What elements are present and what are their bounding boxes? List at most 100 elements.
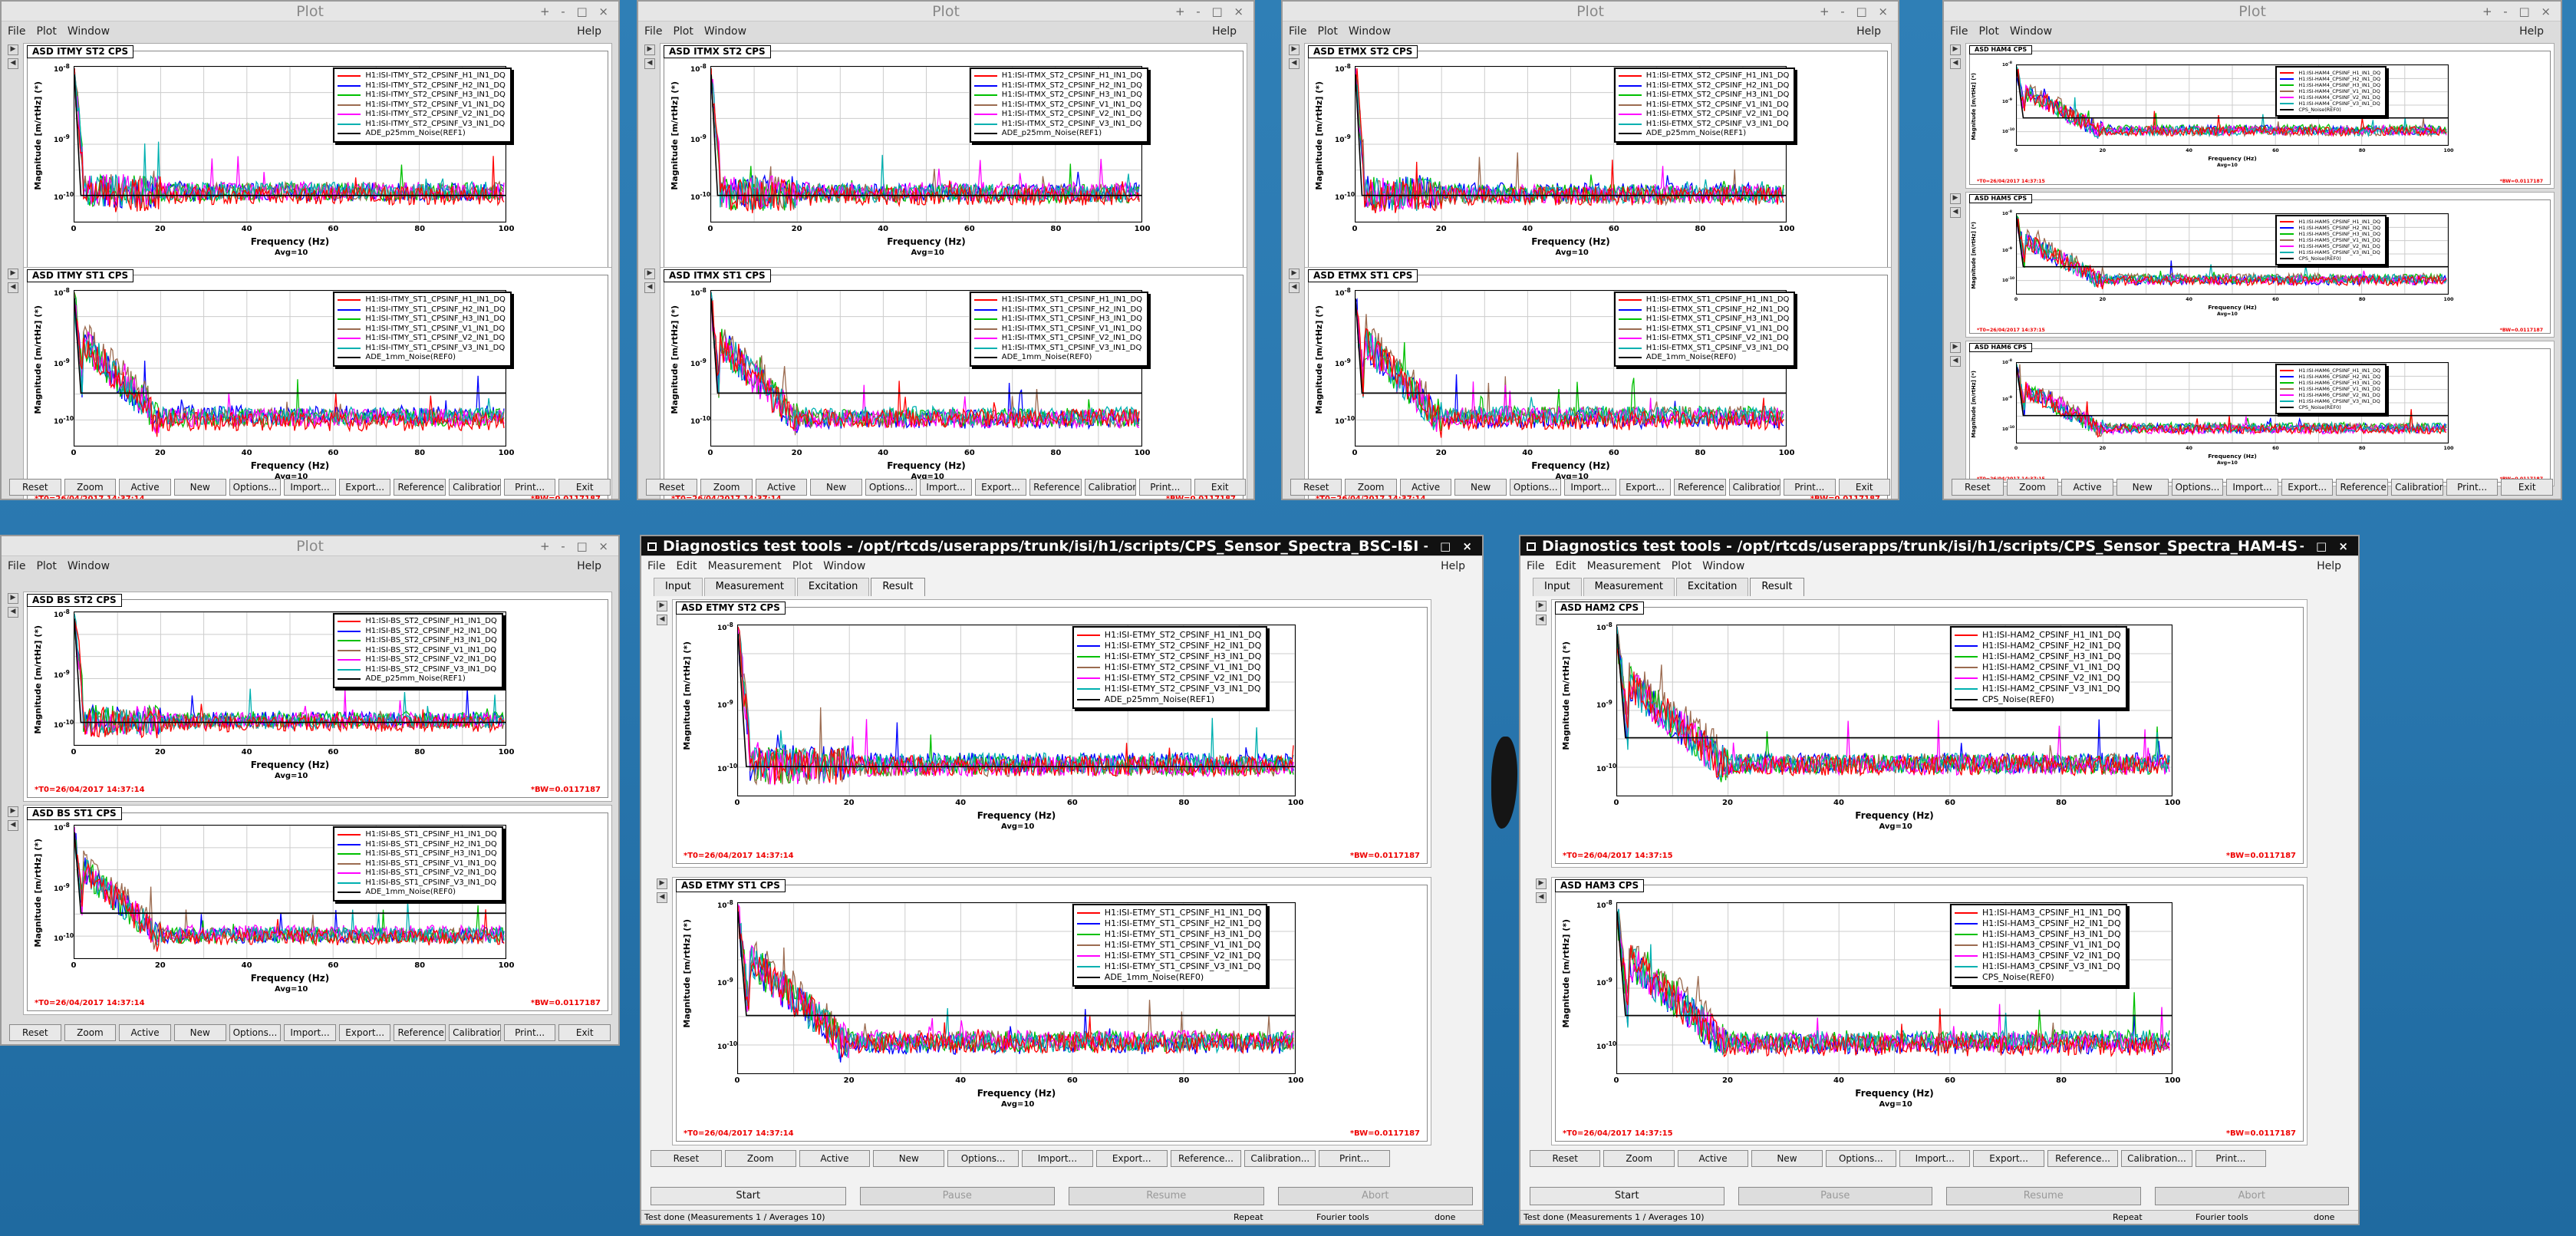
reset-button[interactable]: Reset [9, 479, 61, 496]
panel-nav[interactable]: ▶ ◀ [644, 269, 655, 296]
panel-zoom-arrow[interactable]: ◀ [8, 820, 18, 831]
import-button[interactable]: Import... [1021, 1150, 1093, 1167]
zoom-button[interactable]: Zoom [2006, 479, 2059, 496]
legend[interactable]: H1:ISI-ITMX_ST2_CPSINF_H1_IN1_DQ H1:ISI-I… [969, 68, 1149, 143]
window-titlebar[interactable]: Diagnostics test tools - /opt/rtcds/user… [641, 536, 1482, 556]
import-button[interactable]: Import... [1899, 1150, 1971, 1167]
window-titlebar[interactable]: Diagnostics test tools - /opt/rtcds/user… [1520, 536, 2358, 556]
new-button[interactable]: New [2116, 479, 2169, 496]
legend[interactable]: H1:ISI-ITMY_ST1_CPSINF_H1_IN1_DQ H1:ISI-I… [333, 292, 512, 367]
options-button[interactable]: Options... [1509, 479, 1562, 496]
legend[interactable]: H1:ISI-ETMY_ST1_CPSINF_H1_IN1_DQ H1:ISI-E… [1072, 904, 1268, 987]
print-button[interactable]: Print... [1139, 479, 1191, 496]
print-button[interactable]: Print... [2195, 1150, 2267, 1167]
menu-plot[interactable]: Plot [792, 560, 813, 572]
menu-window[interactable]: Window [703, 25, 747, 38]
menu-plot[interactable]: Plot [1317, 25, 1338, 38]
reference-button[interactable]: Reference... [1029, 479, 1082, 496]
active-button[interactable]: Active [755, 479, 808, 496]
calibration-button[interactable]: Calibration... [2391, 479, 2443, 496]
panel-nav[interactable]: ▶ ◀ [644, 44, 655, 72]
window-titlebar[interactable]: Plot + - □ × [638, 2, 1253, 21]
exit-button[interactable]: Exit [558, 479, 611, 496]
reference-button[interactable]: Reference... [394, 479, 446, 496]
menu-file[interactable]: File [1527, 560, 1545, 572]
menu-plot[interactable]: Plot [1671, 560, 1692, 572]
panel-zoom-arrow[interactable]: ◀ [644, 58, 655, 69]
panel-zoom-arrow[interactable]: ◀ [1950, 207, 1961, 218]
tab-input[interactable]: Input [654, 578, 703, 596]
panel-select-arrow[interactable]: ▶ [8, 806, 18, 817]
active-button[interactable]: Active [2061, 479, 2113, 496]
tab-measurement[interactable]: Measurement [703, 578, 796, 596]
menu-help[interactable]: Help [577, 25, 601, 38]
menu-file[interactable]: File [1289, 25, 1307, 38]
tab-result[interactable]: Result [871, 578, 925, 596]
tab-excitation[interactable]: Excitation [1675, 578, 1749, 596]
options-button[interactable]: Options... [865, 479, 917, 496]
calibration-button[interactable]: Calibration... [2121, 1150, 2192, 1167]
panel-select-arrow[interactable]: ▶ [1536, 601, 1547, 611]
zoom-button[interactable]: Zoom [1345, 479, 1397, 496]
import-button[interactable]: Import... [920, 479, 972, 496]
abort-button[interactable]: Abort [2154, 1187, 2349, 1205]
print-button[interactable]: Print... [1319, 1150, 1390, 1167]
menu-help[interactable]: Help [2519, 25, 2544, 38]
export-button[interactable]: Export... [338, 479, 391, 496]
reference-button[interactable]: Reference... [1674, 479, 1726, 496]
menu-window[interactable]: Window [1348, 25, 1392, 38]
panel-select-arrow[interactable]: ▶ [8, 269, 18, 279]
panel-zoom-arrow[interactable]: ◀ [8, 282, 18, 293]
reset-button[interactable]: Reset [9, 1024, 61, 1041]
menu-help[interactable]: Help [1856, 25, 1881, 38]
window-controls[interactable]: + - □ × [1174, 5, 1247, 18]
window-titlebar[interactable]: Plot + - □ × [2, 2, 618, 21]
new-button[interactable]: New [810, 479, 862, 496]
start-button[interactable]: Start [651, 1187, 846, 1205]
zoom-button[interactable]: Zoom [64, 479, 117, 496]
calibration-button[interactable]: Calibration... [449, 1024, 501, 1041]
window-controls[interactable]: + - □ × [1819, 5, 1892, 18]
menu-window[interactable]: Window [2009, 25, 2053, 38]
zoom-button[interactable]: Zoom [1603, 1150, 1675, 1167]
window-titlebar[interactable]: Plot + - □ × [2, 536, 618, 556]
panel-select-arrow[interactable]: ▶ [8, 44, 18, 55]
panel-nav[interactable]: ▶ ◀ [8, 806, 18, 834]
panel-zoom-arrow[interactable]: ◀ [1289, 282, 1300, 293]
print-button[interactable]: Print... [503, 1024, 556, 1041]
calibration-button[interactable]: Calibration... [1084, 479, 1137, 496]
legend[interactable]: H1:ISI-HAM6_CPSINF_H1_IN1_DQ H1:ISI-HAM6_… [2275, 364, 2387, 414]
import-button[interactable]: Import... [2226, 479, 2278, 496]
panel-zoom-arrow[interactable]: ◀ [1950, 356, 1961, 367]
panel-nav[interactable]: ▶ ◀ [8, 44, 18, 72]
menu-edit[interactable]: Edit [676, 560, 697, 572]
exit-button[interactable]: Exit [2501, 479, 2554, 496]
legend[interactable]: H1:ISI-HAM2_CPSINF_H1_IN1_DQ H1:ISI-HAM2_… [1950, 626, 2127, 709]
panel-select-arrow[interactable]: ▶ [1289, 44, 1300, 55]
panel-zoom-arrow[interactable]: ◀ [657, 615, 667, 625]
panel-select-arrow[interactable]: ▶ [1950, 44, 1961, 55]
panel-select-arrow[interactable]: ▶ [1536, 878, 1547, 889]
zoom-button[interactable]: Zoom [64, 1024, 117, 1041]
new-button[interactable]: New [1751, 1150, 1823, 1167]
start-button[interactable]: Start [1530, 1187, 1724, 1205]
legend[interactable]: H1:ISI-BS_ST1_CPSINF_H1_IN1_DQ H1:ISI-BS_… [333, 826, 503, 901]
options-button[interactable]: Options... [229, 1024, 282, 1041]
options-button[interactable]: Options... [947, 1150, 1019, 1167]
active-button[interactable]: Active [1677, 1150, 1749, 1167]
panel-select-arrow[interactable]: ▶ [8, 593, 18, 604]
panel-zoom-arrow[interactable]: ◀ [644, 282, 655, 293]
print-button[interactable]: Print... [1784, 479, 1836, 496]
menu-window[interactable]: Window [823, 560, 866, 572]
menu-window[interactable]: Window [67, 560, 110, 572]
panel-zoom-arrow[interactable]: ◀ [1950, 58, 1961, 69]
menu-help[interactable]: Help [577, 560, 601, 572]
reset-button[interactable]: Reset [1952, 479, 2004, 496]
new-button[interactable]: New [173, 479, 226, 496]
legend[interactable]: H1:ISI-ETMY_ST2_CPSINF_H1_IN1_DQ H1:ISI-E… [1072, 626, 1268, 709]
menu-help[interactable]: Help [2317, 560, 2341, 572]
resume-button[interactable]: Resume [1946, 1187, 2141, 1205]
menu-help[interactable]: Help [1441, 560, 1465, 572]
panel-select-arrow[interactable]: ▶ [644, 44, 655, 55]
zoom-button[interactable]: Zoom [700, 479, 753, 496]
